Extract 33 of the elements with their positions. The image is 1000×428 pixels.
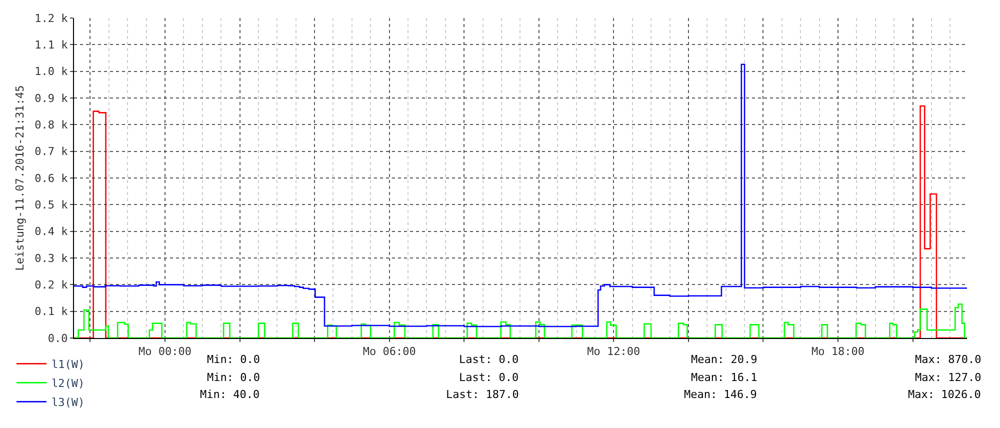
x-tick-label: Mo 06:00 — [362, 345, 416, 358]
y-tick-label: 1.0 k — [34, 65, 68, 78]
text: Mean: 146.9 — [684, 388, 757, 401]
x-tick-label: Mo 12:00 — [587, 345, 640, 358]
text: Min: 40.0 — [200, 388, 260, 401]
y-axis-title: Leistung-11.07.2016-21:31:45 — [13, 85, 26, 271]
text: Max: 127.0 — [915, 371, 982, 384]
y-tick-label: 0.8 k — [34, 118, 68, 132]
y-tick-label: 0.6 k — [34, 172, 68, 185]
x-tick-label: Mo 00:00 — [138, 345, 192, 358]
x-tick-label: Mo 18:00 — [812, 345, 864, 358]
y-tick-label: 1.1 k — [34, 38, 68, 52]
y-tick-label: 0.9 k — [34, 92, 68, 105]
y-tick-label: 0.0 — [48, 332, 68, 345]
legend-label: l2(W) — [51, 376, 85, 390]
text: Max: 870.0 — [915, 353, 982, 366]
text: Mean: 16.1 — [691, 371, 758, 384]
legend-label: l1(W) — [51, 358, 85, 371]
text: Last: 187.0 — [446, 388, 519, 401]
text: Last: 0.0 — [459, 371, 519, 384]
text: Max: 1026.0 — [908, 388, 981, 401]
legend-label: l3(W) — [51, 396, 85, 409]
y-tick-label: 0.5 k — [34, 198, 68, 212]
text: Mean: 20.9 — [691, 353, 758, 366]
text: Min: 0.0 — [207, 371, 260, 384]
text: Min: 0.0 — [207, 353, 260, 366]
y-tick-label: 1.2 k — [34, 12, 68, 25]
y-tick-label: 0.3 k — [34, 252, 68, 265]
y-tick-label: 0.4 k — [34, 225, 68, 238]
y-tick-label: 0.2 k — [34, 278, 68, 292]
text: Last: 0.0 — [459, 353, 519, 366]
y-tick-label: 0.7 k — [34, 145, 68, 158]
y-tick-label: 0.1 k — [34, 305, 68, 318]
